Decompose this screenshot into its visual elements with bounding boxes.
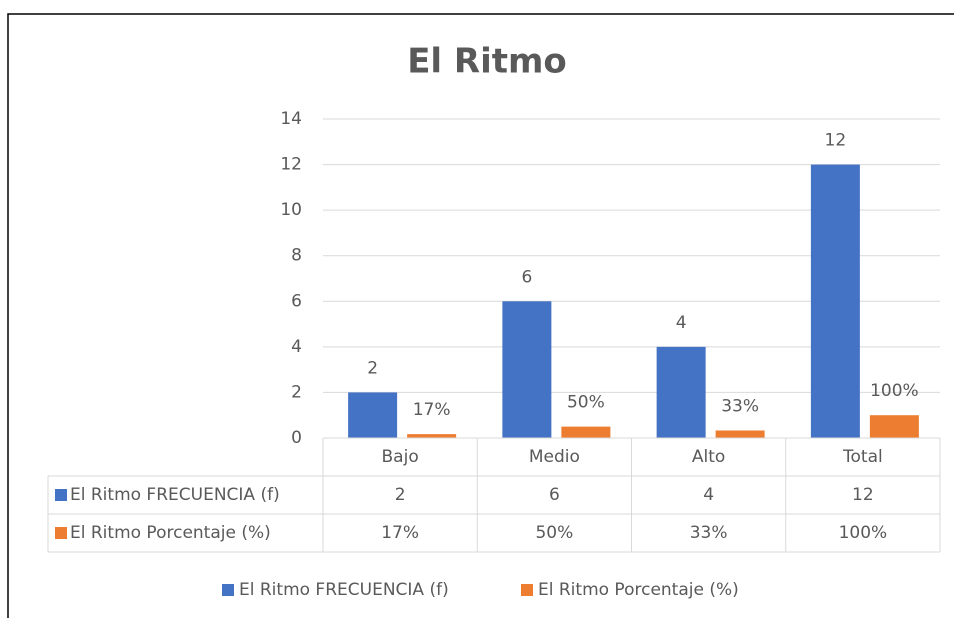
data-label: 12 [825,131,847,151]
table-cell: 50% [535,523,573,543]
x-tick-label: Alto [692,447,725,467]
table-cell: 12 [852,485,874,505]
bar [869,415,919,438]
data-label: 100% [870,381,919,401]
chart-frame [7,13,954,618]
data-label: 4 [676,313,687,333]
table-row-header: El Ritmo FRECUENCIA (f) [70,485,280,505]
data-label: 33% [721,396,759,416]
legend-key [222,584,234,596]
y-tick-label: 4 [291,337,302,357]
data-label: 17% [413,400,451,420]
chart-title: El Ritmo [407,42,567,82]
bar [348,392,398,438]
table-legend-key [55,527,67,539]
bar [810,164,860,439]
legend-label: El Ritmo Porcentaje (%) [538,580,739,600]
x-tick-label: Medio [529,447,580,467]
table-legend-key [55,489,67,501]
y-tick-label: 14 [280,109,302,129]
data-label: 2 [367,358,378,378]
y-tick-label: 12 [280,155,302,175]
bar [502,301,552,438]
bar [561,426,611,438]
y-tick-label: 6 [291,291,302,311]
y-tick-label: 10 [280,200,302,220]
bar [656,346,706,438]
data-label: 6 [521,267,532,287]
legend-label: El Ritmo FRECUENCIA (f) [239,580,449,600]
table-cell: 2 [395,485,406,505]
x-tick-label: Total [842,447,883,467]
table-cell: 33% [690,523,728,543]
y-tick-label: 2 [291,382,302,402]
bar [407,434,457,438]
legend-key [521,584,533,596]
table-cell: 17% [381,523,419,543]
bar [715,430,765,438]
table-cell: 4 [703,485,714,505]
data-label: 50% [567,393,605,413]
table-row-header: El Ritmo Porcentaje (%) [70,523,271,543]
table-cell: 6 [549,485,560,505]
x-tick-label: Bajo [382,447,419,467]
table-cell: 100% [839,523,888,543]
y-tick-label: 8 [291,246,302,266]
y-tick-label: 0 [291,428,302,448]
